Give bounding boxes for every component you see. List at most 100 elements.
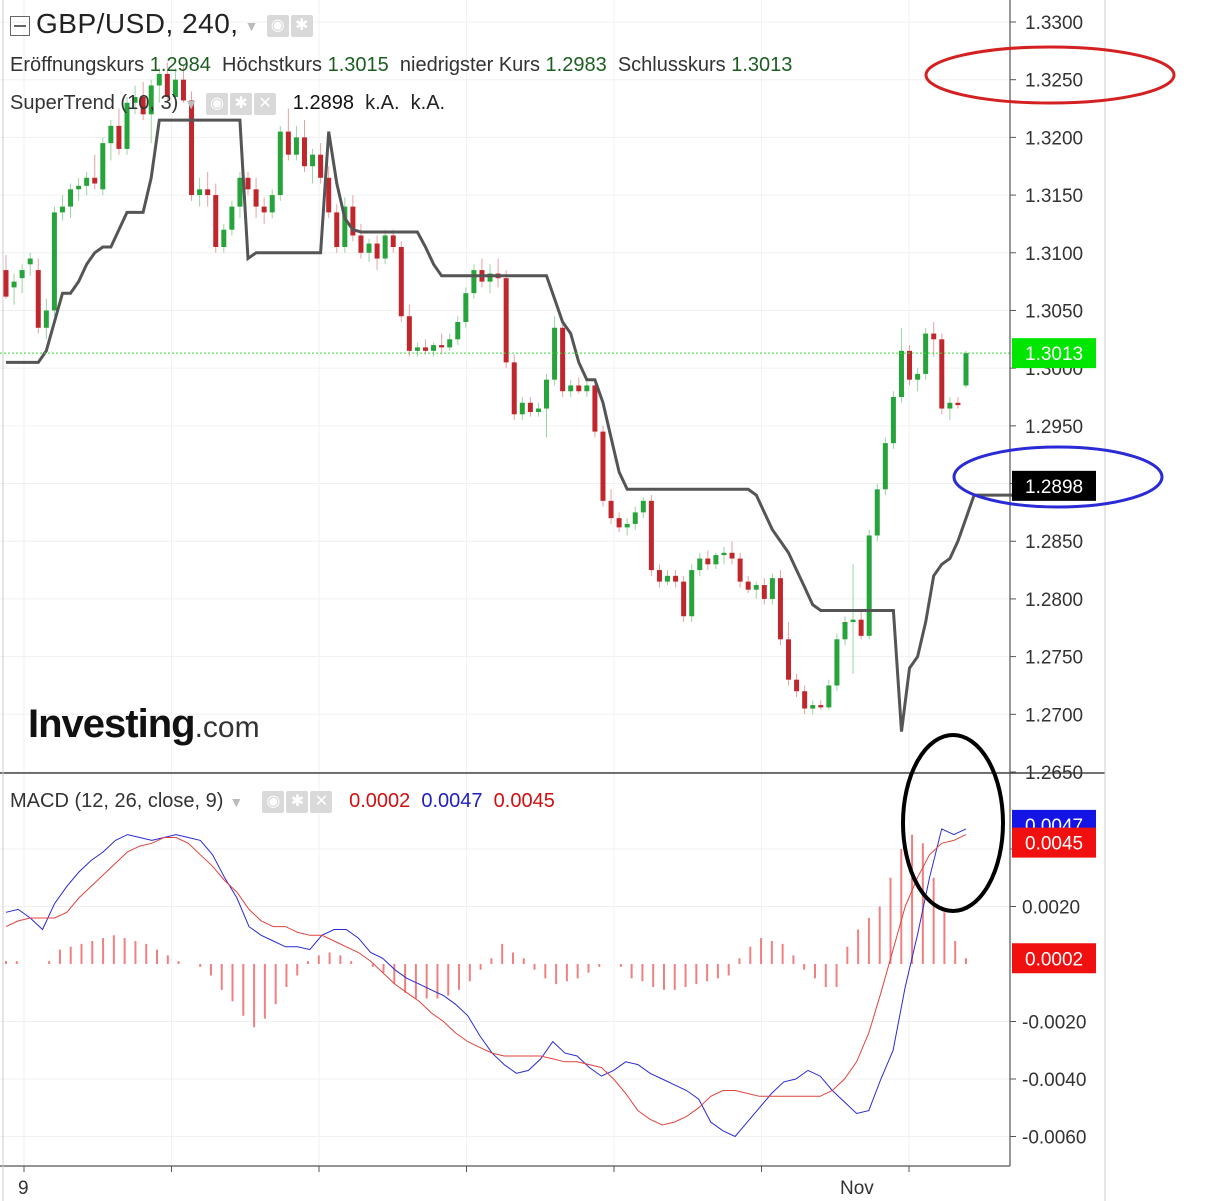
candle (19, 264, 25, 294)
candle (713, 552, 719, 569)
candle-body (229, 206, 235, 230)
candle (794, 673, 800, 697)
axes (0, 0, 1106, 1201)
candle (422, 339, 428, 355)
candle-body (939, 339, 945, 409)
ohlc-legend: Eröffnungskurs 1.2984 Höchstkurs 1.3015 … (10, 54, 792, 77)
price-tick-label: 1.3100 (1025, 244, 1083, 265)
close-icon[interactable]: ✕ (310, 790, 333, 813)
candle (560, 322, 566, 397)
candle-body (334, 212, 340, 247)
candle-body (552, 327, 558, 380)
candle-body (59, 206, 65, 213)
candle-body (3, 270, 9, 297)
supertrend-line (6, 118, 1032, 732)
collapse-box-icon[interactable] (10, 15, 30, 36)
macd-line (5, 828, 967, 1138)
close-icon[interactable]: ✕ (254, 92, 277, 115)
caret-down-icon[interactable]: ▼ (244, 17, 259, 34)
low-label: niedrigster Kurs (399, 54, 540, 76)
candle-body (447, 339, 453, 348)
candle-body (721, 552, 727, 556)
macd-axis-ticks[interactable]: 0.00400.0020-0.0020-0.0040-0.0060 (1010, 840, 1086, 1149)
candle (673, 570, 679, 588)
candle-body (673, 575, 679, 582)
candle-body (947, 402, 953, 409)
caret-down-icon[interactable]: ▼ (184, 95, 199, 112)
candle (535, 402, 541, 417)
gear-icon[interactable]: ✱ (290, 14, 313, 37)
candle (253, 177, 259, 219)
candle-body (802, 691, 808, 709)
candle (616, 512, 622, 532)
candle (301, 120, 307, 172)
candle-body (963, 353, 969, 386)
price-axis-ticks[interactable]: 1.3300 1.3250 1.3200 1.3150 1.3100 1.3050 1.30… (1010, 13, 1083, 784)
supertrend-value: 1.2898 (292, 92, 354, 114)
candle (269, 189, 275, 219)
last-price-tag-label: 1.3013 (1025, 344, 1083, 365)
black-ellipse-annotation (901, 733, 1005, 913)
price-tick-label: 1.3300 (1025, 13, 1083, 34)
candle (463, 287, 469, 328)
signal-tag: 0.0045 (1012, 827, 1096, 858)
candle (544, 373, 550, 438)
eye-icon[interactable]: ◉ (262, 790, 285, 813)
candle (27, 252, 33, 276)
candle-body (560, 327, 566, 392)
candle (172, 68, 178, 109)
candle-body (874, 489, 880, 536)
candle-body (261, 206, 267, 213)
candle (866, 529, 872, 640)
candle (108, 120, 114, 161)
candle-body (197, 189, 203, 196)
candle-body (414, 347, 420, 351)
candle-body (471, 270, 477, 294)
candle (689, 564, 695, 622)
candle (681, 575, 687, 622)
close-value: 1.3013 (731, 54, 793, 76)
candle (600, 425, 606, 507)
candle-body (27, 258, 33, 265)
candle (576, 377, 582, 394)
candle (358, 223, 364, 259)
candle (116, 108, 122, 155)
open-label: Eröffnungskurs (10, 54, 145, 76)
macd-value: 0.0047 (421, 790, 483, 812)
candle-body (463, 293, 469, 322)
candle (818, 700, 824, 710)
caret-down-icon[interactable]: ▼ (229, 793, 244, 810)
candle (374, 235, 380, 271)
eye-icon[interactable]: ◉ (266, 14, 289, 37)
candle (640, 497, 646, 519)
candle (898, 327, 904, 403)
macd-hist-value: 0.0002 (349, 790, 411, 812)
candle (156, 68, 162, 103)
candle (552, 316, 558, 386)
candle (11, 273, 17, 305)
gear-icon[interactable]: ✱ (286, 790, 309, 813)
candle-body (35, 270, 41, 328)
candle (834, 633, 840, 692)
time-axis-ticks[interactable]: 9 Nov (18, 1178, 874, 1199)
time-tick-label: Nov (840, 1178, 874, 1199)
candle (777, 570, 783, 646)
price-tick-label: 1.2800 (1025, 590, 1083, 611)
candle-body (116, 125, 122, 149)
candle-body (656, 570, 662, 582)
candle (285, 108, 291, 161)
candle (439, 333, 445, 355)
candle-body (729, 552, 735, 559)
gear-icon[interactable]: ✱ (230, 92, 253, 115)
candle-body (237, 177, 243, 207)
candle-body (923, 333, 929, 374)
candle-body (124, 102, 130, 149)
candle-body (777, 578, 783, 640)
logo-suffix: .com (194, 711, 260, 744)
candle-body (648, 500, 654, 571)
candle (229, 200, 235, 236)
candle (293, 125, 299, 161)
histogram-tag-label: 0.0002 (1025, 949, 1083, 970)
eye-icon[interactable]: ◉ (206, 92, 229, 115)
